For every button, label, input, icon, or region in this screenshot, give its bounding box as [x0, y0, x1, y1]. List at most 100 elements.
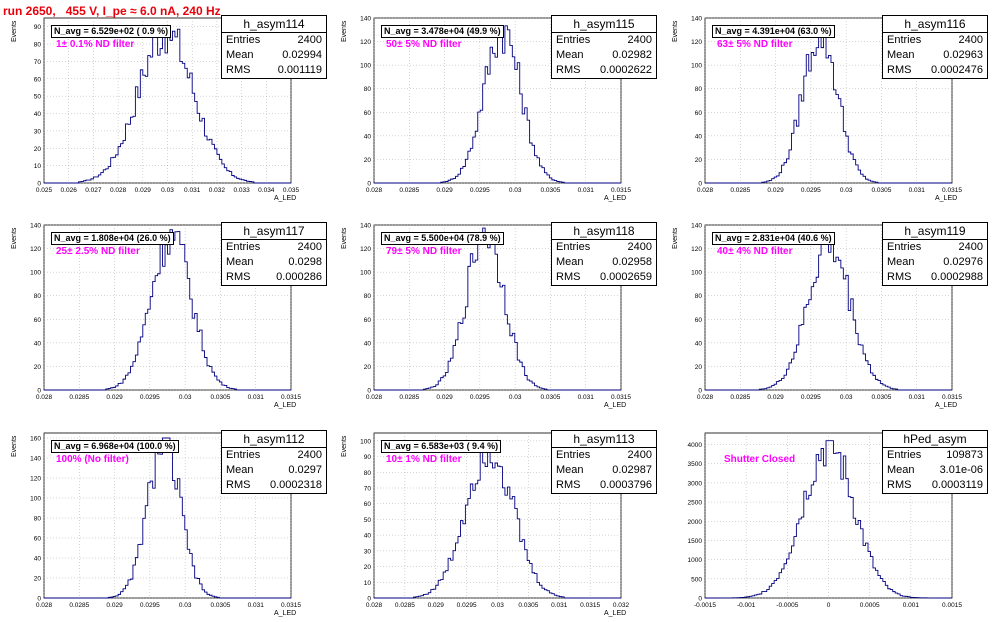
- x-tick-label: 0.0315: [942, 394, 962, 401]
- x-tick-label: 0.0305: [518, 602, 538, 609]
- x-tick-label: 0.033: [233, 187, 250, 194]
- x-tick-label: 0.028: [697, 394, 714, 401]
- y-tick-label: 120: [691, 39, 702, 46]
- x-tick-label: 0.0305: [210, 602, 230, 609]
- x-axis-label: A_LED: [604, 402, 627, 409]
- histogram-pad: 0.028 0.0285 0.029 0.0295 0.03 0.0305 0.031 0.0…: [330, 14, 660, 207]
- stats-label: Entries: [556, 34, 591, 46]
- y-tick-label: 120: [30, 476, 41, 483]
- x-tick-label: 0.0285: [395, 602, 415, 609]
- n-avg-label: N_avg = 1.808e+04 (26.0 %): [51, 232, 174, 245]
- stats-row: Entries 2400: [552, 240, 656, 255]
- y-tick-label: 80: [695, 293, 703, 300]
- histogram-line: [44, 26, 291, 184]
- x-axis-label: A_LED: [604, 195, 627, 202]
- stats-label: Mean: [556, 464, 584, 476]
- y-tick-label: 140: [691, 16, 702, 23]
- x-tick-label: 0.0295: [470, 394, 490, 401]
- y-tick-label: 40: [695, 133, 703, 140]
- stats-label: Entries: [887, 241, 922, 253]
- x-tick-label: 0.031: [578, 394, 595, 401]
- y-tick-label: 100: [360, 270, 371, 277]
- y-tick-label: 0: [367, 596, 371, 603]
- x-tick-label: 0.028: [366, 602, 383, 609]
- y-tick-label: 90: [34, 24, 42, 31]
- filter-annotation: 50± 5% ND filter: [386, 39, 462, 50]
- stats-row: Entries 2400: [222, 240, 326, 255]
- y-tick-label: 20: [364, 564, 372, 571]
- stats-row: RMS 0.000286: [222, 270, 326, 285]
- x-tick-label: 0.0285: [399, 394, 419, 401]
- histogram-plot: 0.028 0.0285 0.029 0.0295 0.03 0.0305 0.031 0.0…: [360, 16, 631, 195]
- stats-row: Entries 2400: [552, 448, 656, 463]
- x-tick-label: 0.028: [697, 187, 714, 194]
- stats-label: RMS: [226, 64, 251, 76]
- stats-value: 2400: [627, 241, 652, 253]
- y-tick-label: 100: [691, 63, 702, 70]
- y-tick-label: 80: [34, 42, 42, 49]
- histogram-name: h_asym112: [222, 431, 326, 448]
- y-tick-label: 100: [691, 270, 702, 277]
- x-tick-label: 0.0315: [281, 394, 301, 401]
- filter-annotation: Shutter Closed: [724, 454, 796, 465]
- stats-row: Entries 2400: [552, 33, 656, 48]
- x-tick-label: 0.0295: [140, 394, 160, 401]
- x-tick-label: 0: [827, 602, 831, 609]
- y-tick-label: 140: [30, 456, 41, 463]
- histogram-name: h_asym115: [552, 16, 656, 33]
- stats-value: 0.02994: [282, 49, 322, 61]
- stats-label: Mean: [887, 464, 915, 476]
- stats-label: Mean: [556, 256, 584, 268]
- histogram-name: h_asym113: [552, 431, 656, 448]
- stats-label: Entries: [226, 449, 261, 461]
- filter-annotation: 100% (No filter): [56, 454, 129, 465]
- x-tick-label: 0.03: [840, 394, 853, 401]
- histogram-line: [705, 440, 952, 599]
- y-axis-label: Events: [341, 435, 348, 457]
- histogram-plot: 0.028 0.0285 0.029 0.0295 0.03 0.0305 0.031 0.0…: [691, 223, 962, 402]
- y-tick-label: 50: [364, 517, 372, 524]
- stats-row: Entries 2400: [883, 33, 987, 48]
- x-axis-label: A_LED: [935, 195, 958, 202]
- y-tick-label: 120: [360, 39, 371, 46]
- n-avg-label: N_avg = 6.968e+04 (100.0 %): [51, 440, 179, 453]
- x-tick-label: 0.0285: [730, 394, 750, 401]
- histogram-line: [705, 238, 952, 391]
- x-tick-label: 0.0285: [69, 394, 89, 401]
- stats-value: 0.02963: [943, 49, 983, 61]
- y-tick-label: 90: [364, 454, 372, 461]
- x-tick-label: 0.029: [436, 394, 453, 401]
- x-tick-label: 0.029: [106, 394, 123, 401]
- stats-box: h_asym117 Entries 2400 Mean 0.0298 RMS 0.00028…: [221, 222, 327, 286]
- y-tick-label: 120: [30, 246, 41, 253]
- stats-box: h_asym113 Entries 2400 Mean 0.02987 RMS 0.0003…: [551, 430, 657, 494]
- y-tick-label: 80: [695, 86, 703, 93]
- x-tick-label: 0.025: [36, 187, 53, 194]
- x-tick-label: 0.029: [767, 187, 784, 194]
- x-tick-label: 0.001: [903, 602, 920, 609]
- title-run: run 2650,: [3, 4, 56, 18]
- filter-annotation: 79± 5% ND filter: [386, 246, 462, 257]
- x-tick-label: 0.031: [184, 187, 201, 194]
- histogram-pad: 0.028 0.0285 0.029 0.0295 0.03 0.0305 0.031 0.0…: [0, 429, 330, 622]
- x-tick-label: 0.031: [909, 187, 926, 194]
- y-tick-label: 140: [360, 16, 371, 23]
- stats-value: 2400: [627, 34, 652, 46]
- n-avg-label: N_avg = 6.529e+02 ( 0.9 %): [51, 25, 172, 38]
- y-tick-label: 30: [34, 128, 42, 135]
- histogram-name: h_asym116: [883, 16, 987, 33]
- x-tick-label: 0.0295: [140, 602, 160, 609]
- y-tick-label: 500: [691, 576, 702, 583]
- y-tick-label: 60: [364, 501, 372, 508]
- stats-value: 2400: [958, 241, 983, 253]
- stats-row: RMS 0.0002988: [883, 270, 987, 285]
- stats-label: Entries: [556, 241, 591, 253]
- stats-row: Mean 0.0297: [222, 463, 326, 478]
- x-tick-label: 0.03: [179, 602, 192, 609]
- x-tick-label: 0.034: [258, 187, 275, 194]
- stats-label: Mean: [226, 464, 254, 476]
- stats-value: 0.02976: [943, 256, 983, 268]
- x-tick-label: 0.0015: [942, 602, 962, 609]
- x-tick-label: 0.0315: [281, 602, 301, 609]
- stats-label: Entries: [887, 449, 922, 461]
